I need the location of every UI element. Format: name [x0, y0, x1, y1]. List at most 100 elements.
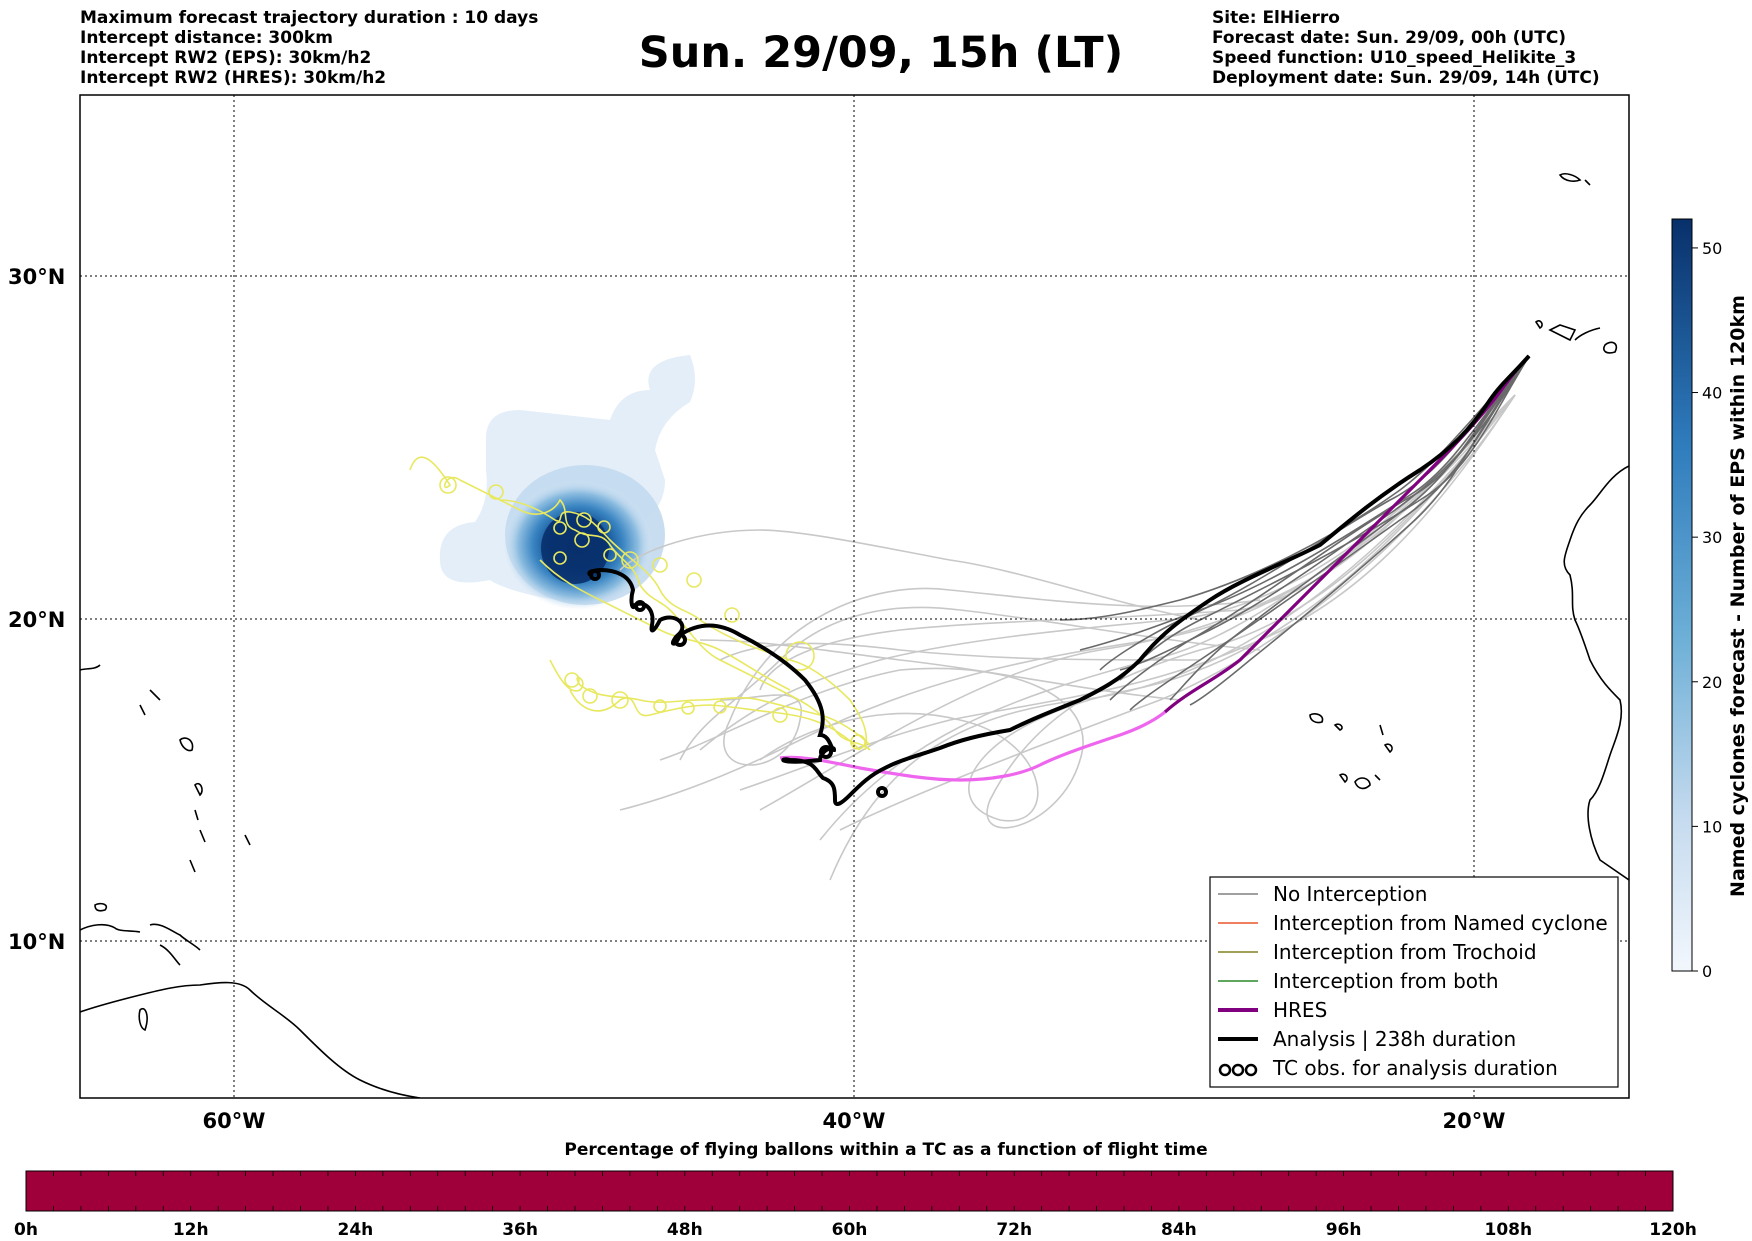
header-left-line-3: Intercept RW2 (EPS): 30km/h2 — [80, 48, 372, 68]
dark-trajectory — [1189, 355, 1530, 706]
analysis-loops — [589, 569, 888, 798]
yellow-trajectory — [539, 559, 791, 691]
gray-trajectory — [819, 394, 1516, 841]
legend-tc-loop — [1231, 1063, 1245, 1077]
canary-island — [1574, 327, 1601, 341]
gray-trajectory — [619, 529, 1201, 621]
lat-label-20: 20°N — [8, 608, 65, 632]
gray-trajectories — [619, 394, 1516, 881]
yellow-loop — [772, 707, 788, 723]
yellow-trajectory — [549, 659, 871, 746]
time-bar: 0h 12h 24h 36h 48h 60h 72h 84h 96h 108h 120h — [14, 1170, 1697, 1240]
yellow-loop — [653, 699, 667, 713]
dark-trajectory — [1119, 355, 1530, 681]
cape-verde — [1379, 724, 1384, 736]
madeira — [1584, 179, 1591, 186]
cape-verde — [1374, 774, 1381, 781]
gray-trajectory — [759, 394, 1516, 691]
analysis-trajectory — [587, 354, 1531, 806]
legend: No Interception Interception from Named … — [1209, 876, 1619, 1088]
colorbar-fill — [1671, 218, 1693, 972]
lesser-antilles — [194, 809, 199, 821]
yellow-loop — [439, 476, 457, 494]
dark-trajectory — [1059, 355, 1530, 621]
main-title: Sun. 29/09, 15h (LT) — [638, 28, 1124, 78]
header-left: Maximum forecast trajectory duration : 1… — [80, 8, 538, 88]
gray-trajectory — [699, 639, 1181, 701]
caribbean-island — [149, 923, 201, 951]
lesser-antilles — [149, 689, 161, 701]
analysis-loop — [634, 600, 646, 612]
yellow-loop — [850, 734, 866, 750]
legend-label-analysis: Analysis | 238h duration — [1273, 1027, 1516, 1051]
africa-coast — [1563, 465, 1629, 881]
header-right-line-1: Site: ElHierro — [1212, 8, 1340, 28]
colorbar-title: Named cyclones forecast - Number of EPS … — [1727, 295, 1749, 897]
legend-box — [1209, 876, 1619, 1088]
time-bar-label: 120h — [1649, 1220, 1697, 1240]
time-bar-fill — [25, 1170, 1674, 1212]
density-core — [541, 512, 609, 584]
dark-trajectory — [1079, 355, 1530, 651]
header-right-line-2: Forecast date: Sun. 29/09, 00h (UTC) — [1212, 28, 1567, 48]
header-left-line-4: Intercept RW2 (HRES): 30km/h2 — [80, 68, 387, 88]
lesser-antilles — [139, 704, 146, 716]
lesser-antilles — [179, 737, 194, 752]
legend-tc-loop — [1244, 1063, 1258, 1077]
time-bar-label: 0h — [14, 1220, 38, 1240]
legend-label-trochoid: Interception from Trochoid — [1273, 940, 1537, 964]
madeira — [1558, 173, 1582, 182]
cape-verde — [1333, 723, 1343, 731]
yellow-trajectories — [409, 456, 871, 751]
header-left-line-1: Maximum forecast trajectory duration : 1… — [80, 8, 539, 28]
dark-trajectories — [1059, 355, 1530, 711]
caribbean-island — [94, 902, 108, 912]
yellow-loop — [553, 521, 567, 535]
legend-label-hres: HRES — [1273, 998, 1327, 1022]
time-bar-label: 84h — [1161, 1220, 1197, 1240]
time-bar-label: 36h — [502, 1220, 538, 1240]
coastlines — [80, 173, 1629, 1098]
yellow-loop — [724, 607, 740, 623]
yellow-loop — [686, 572, 702, 588]
time-bar-label: 48h — [667, 1220, 703, 1240]
gray-trajectory — [759, 394, 1516, 811]
caribbean-island — [80, 923, 141, 933]
colorbar-tick-label: 20 — [1702, 673, 1722, 692]
yellow-loop — [597, 520, 611, 534]
cape-verde — [1338, 773, 1348, 784]
legend-label-both: Interception from both — [1273, 969, 1499, 993]
analysis-loop — [819, 745, 833, 759]
yellow-trajectory — [409, 456, 871, 751]
lesser-antilles — [199, 829, 206, 843]
lat-label-30: 30°N — [8, 265, 65, 289]
yellow-loop — [564, 672, 580, 688]
cape-verde — [1354, 777, 1371, 790]
legend-swatch-tc-obs — [1218, 1063, 1258, 1077]
analysis-loop — [876, 786, 888, 798]
time-bar-title: Percentage of flying ballons within a TC… — [564, 1140, 1208, 1160]
colorbar: 0 10 20 30 40 50 Named cyclones forecast - Nu… — [1671, 218, 1749, 981]
colorbar-tick-label: 0 — [1702, 962, 1712, 981]
yellow-loop — [574, 532, 590, 548]
colorbar-tick-label: 30 — [1702, 528, 1722, 547]
gray-trajectory — [759, 394, 1516, 822]
yellow-loop — [785, 641, 815, 671]
hres-trajectory-purple — [1163, 354, 1531, 714]
map-border — [79, 94, 1630, 1099]
yellow-loop — [713, 700, 727, 714]
yellow-loop — [603, 548, 617, 562]
legend-tc-loop — [1218, 1063, 1232, 1077]
canary-island — [1548, 324, 1577, 342]
gray-trajectory — [699, 394, 1516, 751]
gray-trajectory — [839, 394, 1516, 831]
yellow-loop — [576, 512, 592, 528]
colorbar-tick-label: 50 — [1702, 239, 1722, 258]
gray-trajectory — [829, 394, 1516, 881]
header-right-line-3: Speed function: U10_speed_Helikite_3 — [1212, 48, 1577, 68]
yellow-loop — [681, 701, 695, 715]
yellow-loop — [611, 691, 629, 709]
trinidad — [138, 1008, 148, 1032]
canary-island — [1534, 320, 1543, 330]
